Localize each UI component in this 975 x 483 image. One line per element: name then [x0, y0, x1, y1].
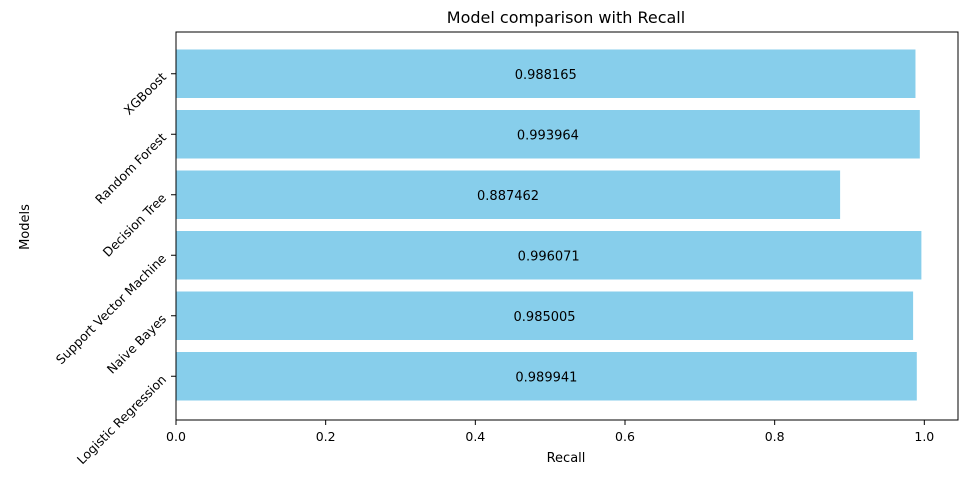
- x-axis-label: Recall: [547, 451, 586, 466]
- chart-title: Model comparison with Recall: [447, 8, 685, 27]
- x-tick-label-2: 0.4: [465, 429, 485, 444]
- bar-value-label-naive-bayes: 0.985005: [514, 310, 576, 325]
- bar-support-vector-machine: [176, 231, 922, 280]
- bar-value-label-support-vector-machine: 0.996071: [518, 249, 580, 264]
- y-axis-label: Models: [18, 204, 33, 250]
- x-tick-label-3: 0.6: [615, 429, 635, 444]
- bar-decision-tree: [176, 170, 841, 219]
- bar-xgboost: [176, 49, 916, 98]
- bar-naive-bayes: [176, 291, 914, 340]
- y-tick-label-logistic-regression: Logistic Regression: [74, 372, 169, 467]
- bars-group: [176, 49, 922, 401]
- plot-frame: [175, 31, 959, 421]
- y-tick-label-xgboost: XGBoost: [121, 69, 170, 118]
- x-tick-label-0: 0.0: [166, 429, 186, 444]
- y-tick-label-naive-bayes: Naive Bayes: [104, 311, 169, 376]
- bar-value-label-xgboost: 0.988165: [515, 68, 577, 83]
- bar-value-label-random-forest: 0.993964: [517, 128, 579, 143]
- bar-value-label-decision-tree: 0.887462: [477, 189, 539, 204]
- x-tick-label-1: 0.2: [316, 429, 336, 444]
- y-tick-label-support-vector-machine: Support Vector Machine: [53, 251, 170, 368]
- bar-random-forest: [176, 110, 920, 159]
- x-ticks: 0.0 0.2 0.4 0.6 0.8 1.0: [166, 420, 934, 444]
- bar-value-labels: 0.989941 0.985005 0.996071 0.887462 0.993964…: [477, 68, 580, 386]
- bar-logistic-regression: [176, 352, 917, 401]
- x-tick-label-5: 1.0: [914, 429, 934, 444]
- x-tick-label-4: 0.8: [765, 429, 785, 444]
- bar-value-label-logistic-regression: 0.989941: [515, 370, 577, 385]
- y-tick-label-decision-tree: Decision Tree: [100, 190, 170, 260]
